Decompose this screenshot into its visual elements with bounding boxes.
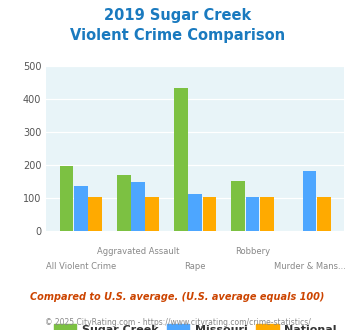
Text: Murder & Mans...: Murder & Mans... <box>274 262 345 271</box>
Bar <box>189 194 202 231</box>
Bar <box>60 166 73 231</box>
Text: All Violent Crime: All Violent Crime <box>46 262 116 271</box>
Bar <box>174 88 188 231</box>
Bar <box>146 197 159 231</box>
Text: Rape: Rape <box>185 262 206 271</box>
Bar <box>303 171 317 231</box>
Bar <box>117 175 131 231</box>
Text: Robbery: Robbery <box>235 248 270 256</box>
Text: Compared to U.S. average. (U.S. average equals 100): Compared to U.S. average. (U.S. average … <box>30 292 325 302</box>
Bar <box>231 181 245 231</box>
Bar <box>74 186 88 231</box>
Bar <box>203 197 217 231</box>
Text: Violent Crime Comparison: Violent Crime Comparison <box>70 28 285 43</box>
Bar <box>88 197 102 231</box>
Bar <box>317 197 331 231</box>
Text: © 2025 CityRating.com - https://www.cityrating.com/crime-statistics/: © 2025 CityRating.com - https://www.city… <box>45 318 310 327</box>
Text: Aggravated Assault: Aggravated Assault <box>97 248 179 256</box>
Bar <box>246 197 259 231</box>
Bar <box>131 182 145 231</box>
Bar <box>260 197 274 231</box>
Legend: Sugar Creek, Missouri, National: Sugar Creek, Missouri, National <box>49 319 341 330</box>
Text: 2019 Sugar Creek: 2019 Sugar Creek <box>104 8 251 23</box>
